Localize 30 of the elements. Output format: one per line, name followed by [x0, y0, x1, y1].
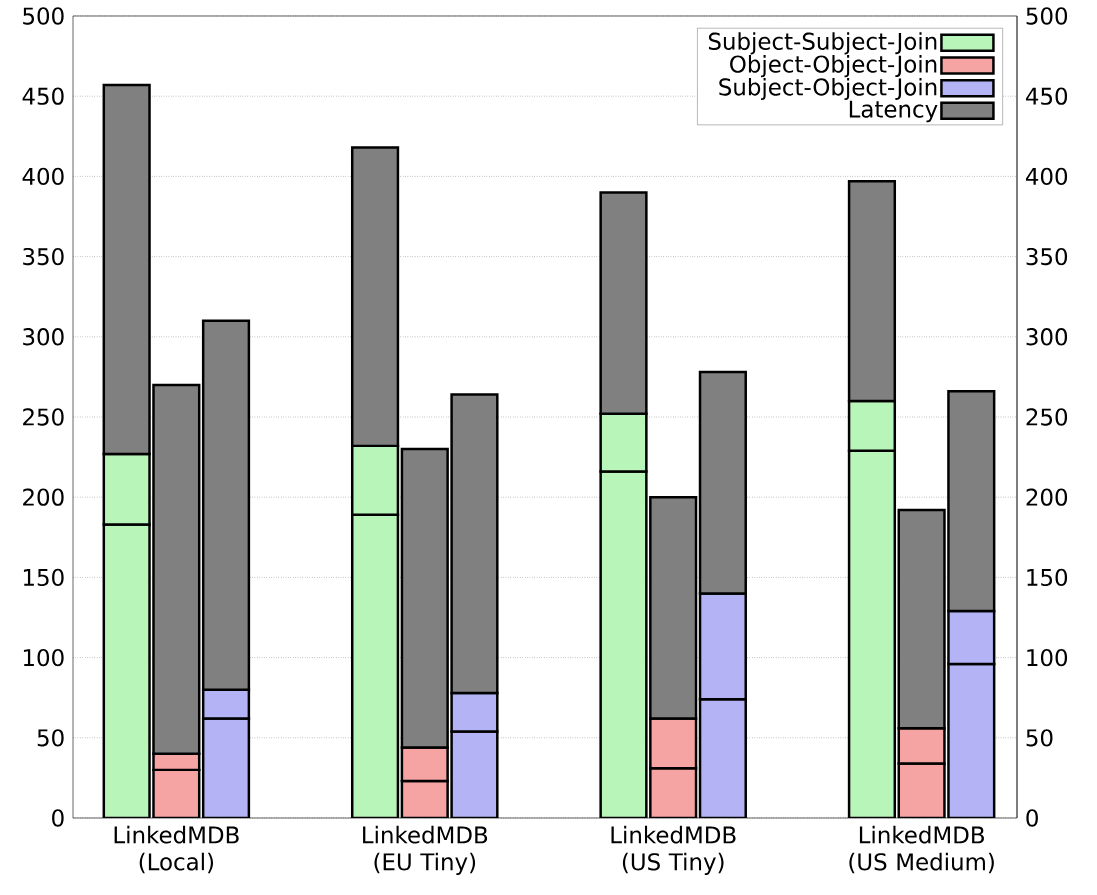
y2-tick-label: 100 [1027, 648, 1068, 667]
y-tick-label: 150 [23, 568, 64, 587]
legend-label: Subject-Object-Join [719, 77, 937, 101]
y-tick-label: 0 [52, 809, 64, 827]
x-tick-label: LinkedMDB (US Medium) [849, 825, 994, 874]
y2-tick-label: 500 [1026, 7, 1068, 25]
y-tick-label: 350 [23, 247, 64, 266]
y-tick-label: 450 [22, 87, 64, 105]
legend-label: Subject-Subject-Join [708, 32, 937, 55]
y-tick-label: 100 [23, 648, 64, 667]
x-tick-label: LinkedMDB (US Tiny) [611, 825, 736, 875]
y2-tick-label: 400 [1025, 167, 1068, 186]
y-tick-label: 250 [23, 408, 64, 426]
y-tick-label: 300 [23, 328, 64, 346]
y-tick-label: 200 [23, 488, 64, 506]
y-tick-label: 500 [23, 7, 64, 25]
y2-tick-label: 50 [1026, 729, 1053, 747]
y2-tick-label: 450 [1025, 87, 1068, 105]
y2-tick-label: 0 [1026, 809, 1038, 827]
y2-tick-label: 250 [1026, 408, 1068, 426]
y-tick-label: 50 [37, 729, 64, 747]
y2-tick-label: 300 [1026, 328, 1068, 346]
legend-label: Object-Object-Join [730, 55, 937, 78]
legend-label: Latency [849, 100, 938, 123]
x-tick-label: LinkedMDB (Local) [114, 825, 239, 874]
x-tick-label: LinkedMDB (EU Tiny) [363, 825, 488, 875]
y2-tick-label: 350 [1026, 247, 1068, 266]
y2-tick-label: 150 [1027, 568, 1068, 587]
y-tick-label: 400 [22, 167, 64, 186]
y2-tick-label: 200 [1026, 488, 1068, 506]
